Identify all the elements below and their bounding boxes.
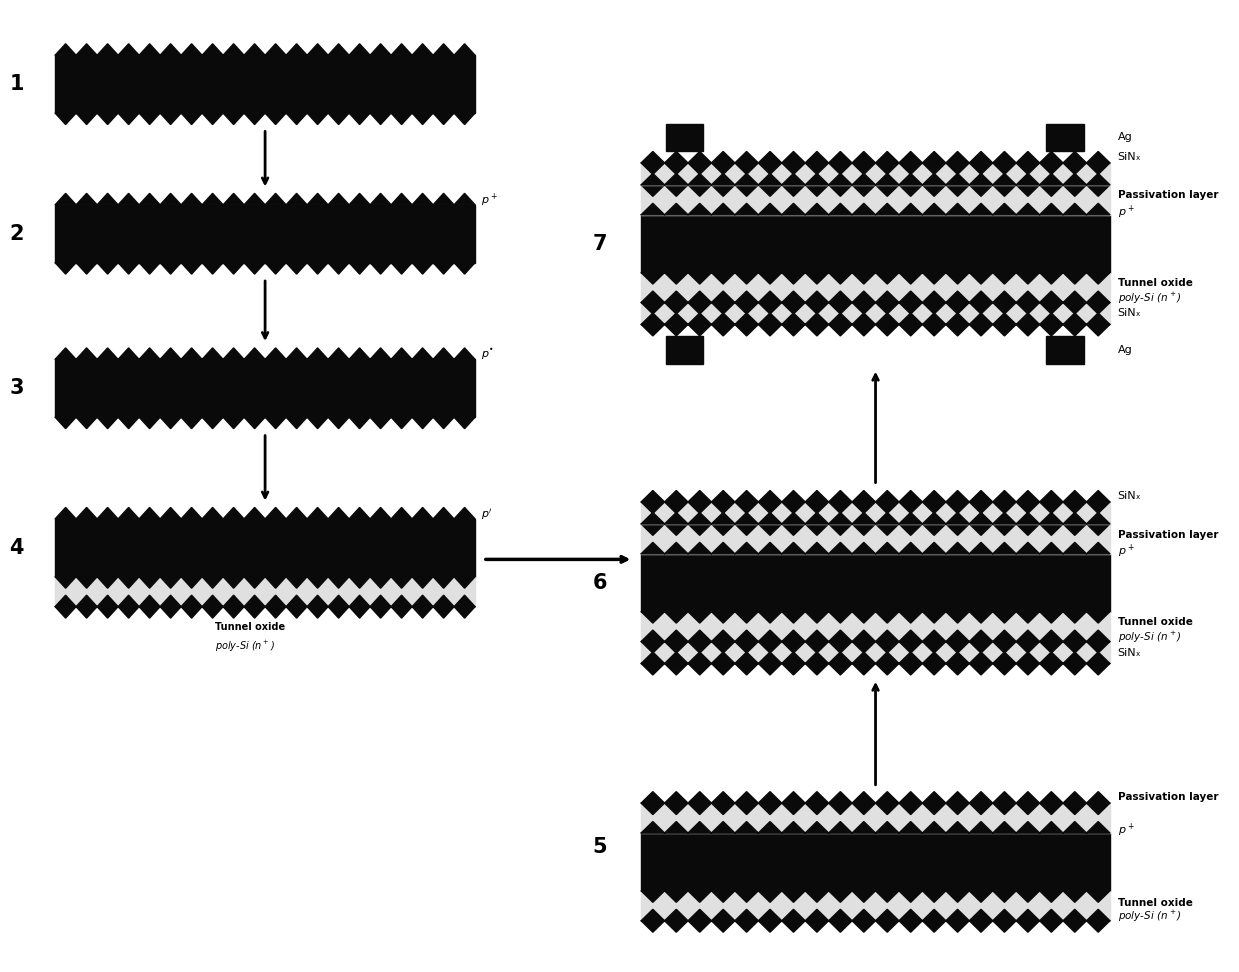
Text: $p^+$: $p^+$ [1118,822,1135,840]
Polygon shape [641,302,1110,314]
Text: Tunnel oxide: Tunnel oxide [1118,278,1193,288]
Bar [641,891,1110,920]
Polygon shape [55,113,475,124]
Text: $p^+$: $p^+$ [1118,543,1135,560]
Text: SiNₓ: SiNₓ [1118,308,1141,319]
Polygon shape [55,348,475,360]
Text: Tunnel oxide: Tunnel oxide [1118,617,1193,627]
Polygon shape [55,576,475,588]
Bar [665,123,703,152]
Bar [665,336,703,364]
Text: Ag: Ag [1118,345,1132,355]
Text: 7: 7 [592,233,607,254]
Text: $poly$-Si ($n^+$): $poly$-Si ($n^+$) [1118,291,1182,305]
Text: 3: 3 [9,378,24,399]
Bar [55,519,475,576]
Polygon shape [641,890,1110,902]
Bar [641,642,1110,664]
Text: $p^+$: $p^+$ [481,191,498,209]
Bar [641,302,1110,325]
Bar [641,185,1110,215]
Polygon shape [641,663,1110,675]
Text: Ag: Ag [1118,132,1132,143]
Polygon shape [641,920,1110,932]
Text: 6: 6 [592,573,607,593]
Polygon shape [641,821,1110,833]
Polygon shape [641,502,1110,513]
Polygon shape [641,542,1110,554]
Polygon shape [641,325,1110,336]
Bar [641,833,1110,891]
Text: $poly$-Si ($n^+$): $poly$-Si ($n^+$) [1118,909,1182,923]
Text: SiNₓ: SiNₓ [1118,153,1141,162]
Polygon shape [55,595,475,607]
Text: 4: 4 [9,538,24,558]
Polygon shape [55,607,475,618]
Polygon shape [641,163,1110,174]
Polygon shape [641,542,1110,554]
Polygon shape [641,821,1110,833]
Polygon shape [55,44,475,55]
Bar [641,502,1110,524]
Polygon shape [641,491,1110,503]
Polygon shape [641,642,1110,653]
Polygon shape [641,173,1110,185]
Bar [641,272,1110,302]
Text: $p^+$: $p^+$ [1118,204,1135,222]
Text: Passivation layer: Passivation layer [1118,531,1218,540]
Text: $poly$-Si ($n^+$): $poly$-Si ($n^+$) [1118,630,1182,644]
Text: Tunnel oxide: Tunnel oxide [214,622,285,632]
Text: $poly$-Si ($n^+$): $poly$-Si ($n^+$) [214,639,275,654]
Polygon shape [641,291,1110,302]
Text: $p'$: $p'$ [481,506,493,522]
Polygon shape [641,791,1110,803]
Polygon shape [55,193,475,205]
Polygon shape [641,152,1110,163]
Polygon shape [641,512,1110,524]
Bar [641,524,1110,554]
Bar [1047,123,1084,152]
Polygon shape [55,262,475,274]
Polygon shape [641,652,1110,664]
Polygon shape [641,203,1110,215]
Polygon shape [55,507,475,519]
Bar [55,55,475,113]
Text: Tunnel oxide: Tunnel oxide [1118,898,1193,908]
Text: 1: 1 [9,74,24,94]
Text: 2: 2 [9,224,24,244]
Bar [641,163,1110,185]
Polygon shape [641,524,1110,536]
Polygon shape [641,203,1110,215]
Polygon shape [641,803,1110,815]
Bar [641,215,1110,272]
Bar [1047,336,1084,364]
Text: Passivation layer: Passivation layer [1118,792,1218,802]
Text: Passivation layer: Passivation layer [1118,190,1218,200]
Bar [55,360,475,417]
Text: $p^{•}$: $p^{•}$ [481,347,494,363]
Bar [641,611,1110,642]
Bar [55,205,475,262]
Polygon shape [641,630,1110,642]
Text: SiNₓ: SiNₓ [1118,647,1141,657]
Text: SiNₓ: SiNₓ [1118,491,1141,502]
Polygon shape [641,611,1110,623]
Bar [641,554,1110,611]
Text: 5: 5 [592,837,607,857]
Bar [641,803,1110,833]
Polygon shape [641,185,1110,196]
Polygon shape [641,313,1110,325]
Polygon shape [641,909,1110,920]
Polygon shape [641,272,1110,284]
Polygon shape [55,417,475,429]
Bar [55,576,475,607]
